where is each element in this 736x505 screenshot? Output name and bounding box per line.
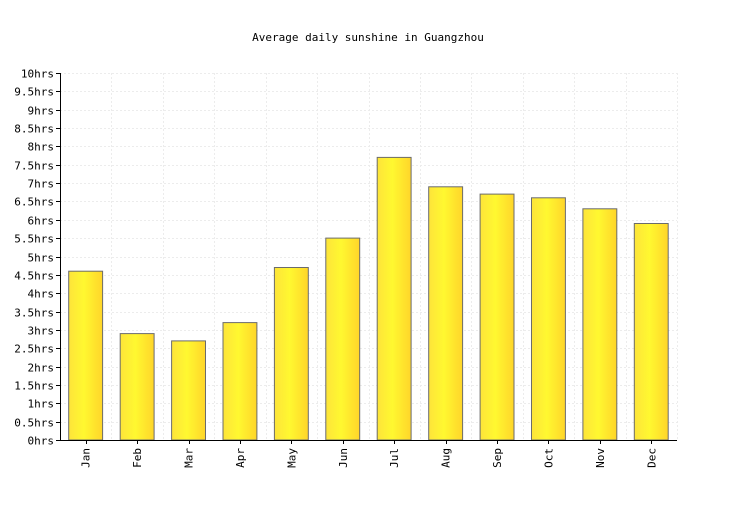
bar-dec <box>633 223 669 441</box>
y-tick-label: 3hrs <box>28 325 55 338</box>
grid-lines <box>60 73 678 440</box>
bar-jun <box>325 237 361 441</box>
bars <box>68 156 669 441</box>
y-tick-label: 1hrs <box>28 398 55 411</box>
x-tick-label: Apr <box>234 448 247 468</box>
x-tick-label: May <box>285 448 298 468</box>
x-tick-label: Mar <box>183 448 196 468</box>
y-tick-label: 6.5hrs <box>14 196 54 209</box>
y-tick-label: 8hrs <box>28 141 55 154</box>
bar-oct <box>531 197 566 441</box>
y-tick-label: 8.5hrs <box>14 123 54 136</box>
x-tick-label: Feb <box>131 448 144 468</box>
axes <box>60 73 677 441</box>
bar-sep <box>479 193 515 441</box>
bar-feb <box>119 333 155 441</box>
bar-jul <box>376 156 412 441</box>
x-tick-label: Nov <box>594 448 607 468</box>
bar-may <box>273 267 309 441</box>
y-tick-label: 4.5hrs <box>14 270 54 283</box>
y-tick-label: 7hrs <box>28 178 55 191</box>
y-tick-label: 4hrs <box>28 288 55 301</box>
y-tick-label: 0.5hrs <box>14 417 54 430</box>
x-tick-label: Oct <box>542 448 555 468</box>
y-tick-label: 2.5hrs <box>14 343 54 356</box>
bar-mar <box>171 340 207 441</box>
bar-apr <box>222 322 258 441</box>
y-tick-label: 5hrs <box>28 252 55 265</box>
y-tick-label: 9.5hrs <box>14 86 54 99</box>
bar-nov <box>582 208 618 441</box>
x-tick-label: Aug <box>440 448 453 468</box>
y-tick-label: 5.5hrs <box>14 233 54 246</box>
x-tick-label: Sep <box>491 448 504 468</box>
y-tick-label: 7.5hrs <box>14 160 54 173</box>
bar-jan <box>68 270 104 441</box>
y-axis-ticks: 0hrs 0.5hrs 1hrs 1.5hrs 2hrs 2.5hrs 3hrs 3.5hrs… <box>14 68 60 448</box>
y-tick-label: 9hrs <box>28 105 55 118</box>
bar-aug <box>428 186 464 441</box>
chart-title: Average daily sunshine in Guangzhou <box>252 31 484 44</box>
y-tick-label: 0hrs <box>28 435 55 448</box>
x-tick-label: Jun <box>337 448 350 468</box>
x-tick-label: Dec <box>645 448 658 468</box>
y-tick-label: 3.5hrs <box>14 307 54 320</box>
y-tick-label: 2hrs <box>28 362 55 375</box>
x-tick-label: Jul <box>388 448 401 468</box>
y-tick-label: 10hrs <box>21 68 54 81</box>
y-tick-label: 1.5hrs <box>14 380 54 393</box>
x-tick-label: Jan <box>80 448 93 468</box>
x-axis-ticks: Jan Feb Mar Apr May Jun Jul Aug Sep Oct Nov Dec <box>80 440 658 468</box>
y-tick-label: 6hrs <box>28 215 55 228</box>
